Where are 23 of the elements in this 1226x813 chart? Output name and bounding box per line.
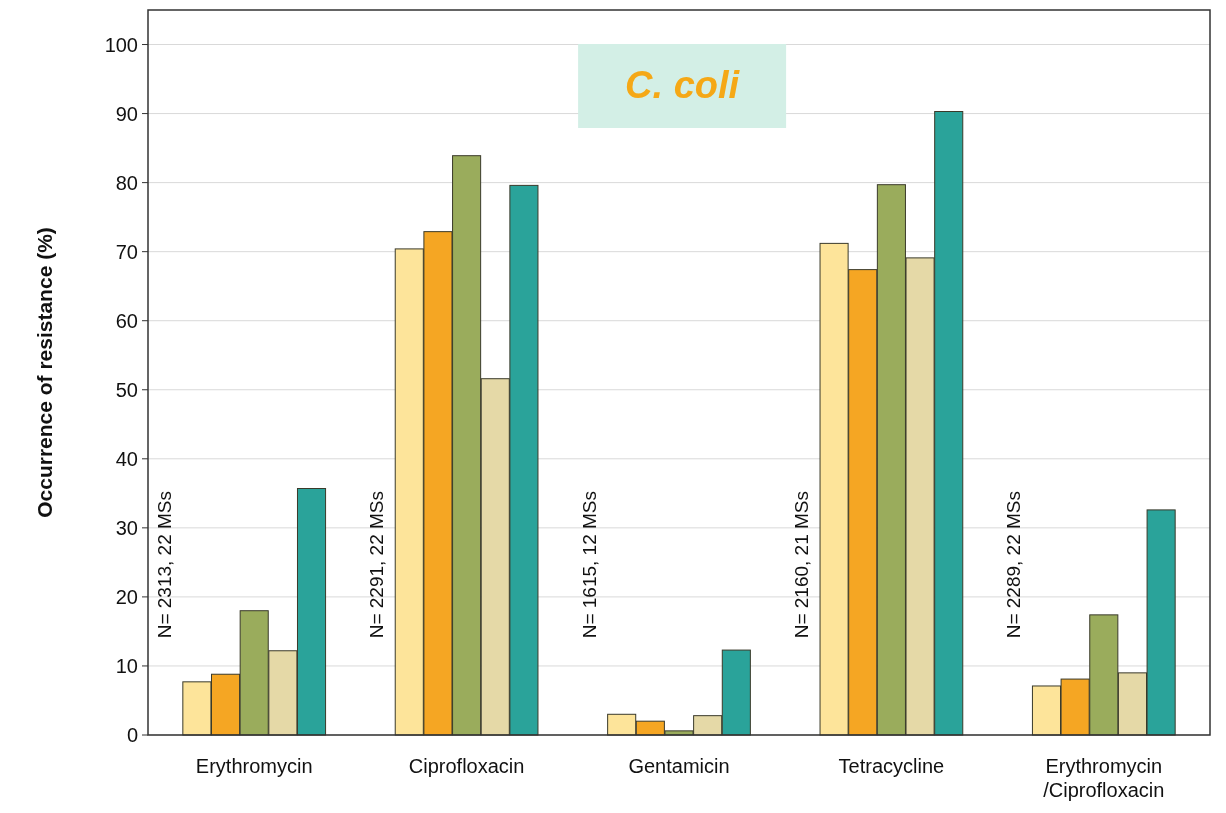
text: C. coli xyxy=(625,64,741,106)
y-tick-label: 90 xyxy=(115,102,138,125)
y-tick-label: 70 xyxy=(115,240,138,263)
x-tick-label: Tetracycline xyxy=(838,755,945,777)
y-tick-label: 10 xyxy=(115,654,138,677)
annotation: N= 2291, 22 MSs xyxy=(366,490,388,639)
annotation: N= 2313, 22 MSs xyxy=(153,490,175,639)
x-tick-label: Erythromycin xyxy=(195,755,313,777)
y-tick-label: 40 xyxy=(115,447,138,470)
annotation: N= 2160, 21 MSs xyxy=(791,490,813,639)
y-tick-label: 50 xyxy=(115,378,138,401)
x-tick-label: Ciprofloxacin xyxy=(408,755,525,777)
x-tick-label: Gentamicin xyxy=(628,755,730,777)
y-tick-label: 0 xyxy=(126,724,138,746)
y-axis-title: Occurrence of resistance (%) xyxy=(33,227,56,518)
annotation: N= 2289, 22 MSs xyxy=(1003,490,1025,639)
annotation: N= 1615, 12 MSs xyxy=(578,490,600,639)
y-tick-label: 20 xyxy=(115,585,138,608)
y-tick-label: 80 xyxy=(115,171,138,194)
x-tick-label: Erythromycin /Ciprofloxacin xyxy=(1043,755,1165,801)
y-tick-label: 60 xyxy=(115,309,138,332)
y-tick-label: 100 xyxy=(104,33,138,56)
y-tick-label: 30 xyxy=(115,516,138,539)
